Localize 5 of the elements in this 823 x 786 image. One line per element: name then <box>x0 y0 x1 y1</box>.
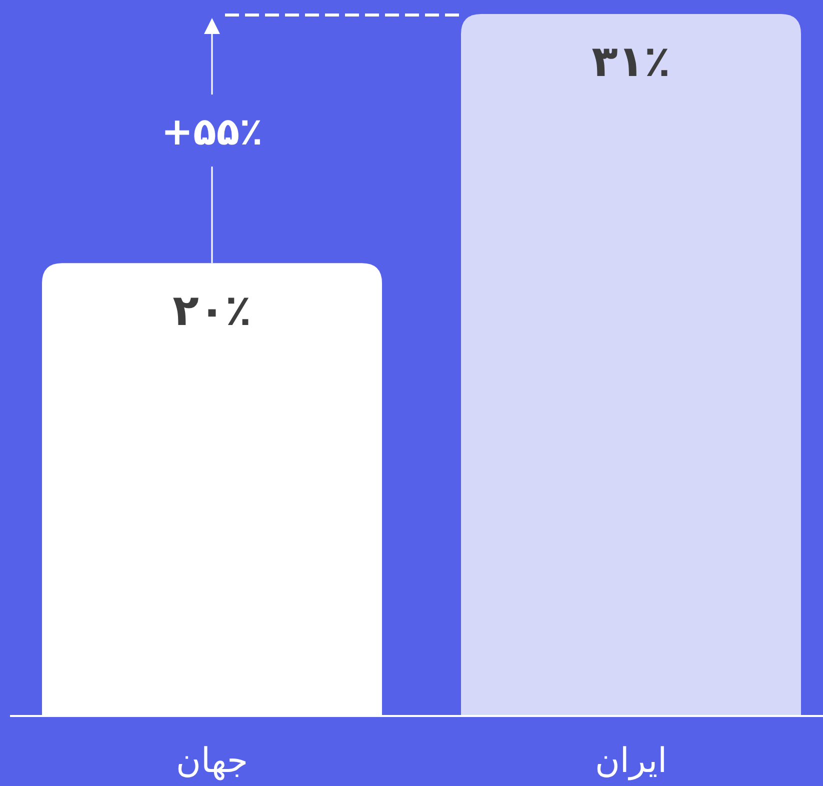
annotation: +۵۵٪ <box>161 110 263 154</box>
data-label: ۳۱٪ <box>592 37 670 87</box>
x-tick-label: ایران <box>594 741 668 781</box>
data-label: ۲۰٪ <box>172 286 252 336</box>
x-tick-label: جهان <box>176 741 248 781</box>
